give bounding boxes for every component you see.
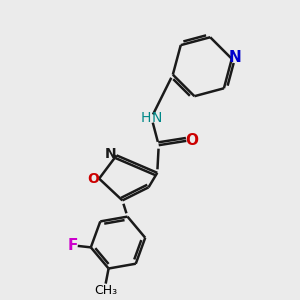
Text: CH₃: CH₃ (94, 284, 117, 296)
Text: F: F (67, 238, 78, 253)
Text: H: H (141, 111, 152, 124)
Text: N: N (104, 147, 116, 161)
Text: O: O (185, 133, 198, 148)
Text: O: O (87, 172, 99, 186)
Text: N: N (152, 111, 162, 124)
Text: N: N (229, 50, 242, 65)
